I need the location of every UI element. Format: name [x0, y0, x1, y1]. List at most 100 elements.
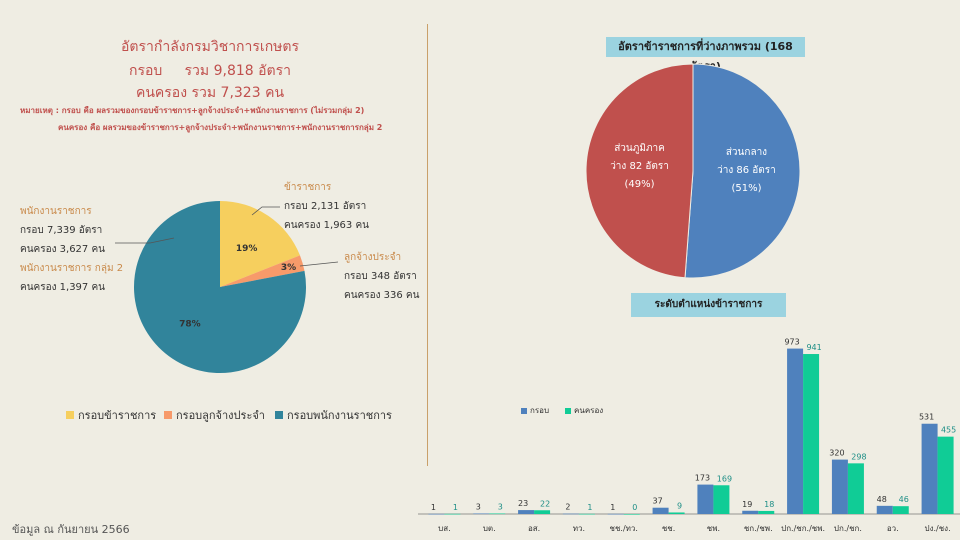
vacancy-label-central-1: ส่วนกลาง [726, 147, 767, 158]
callout-gov-staff: คนครอง 3,627 คน [20, 244, 105, 255]
callout-gov-frame: กรอบ 7,339 อัตรา [20, 225, 103, 236]
x-tick-label-11: ปง./ชง. [925, 524, 951, 533]
pie-label-civil: 19% [236, 244, 258, 254]
bar-frame-11 [921, 423, 938, 514]
vacancy-label-central-2: ว่าง 86 อัตรา [717, 165, 776, 176]
bar-value-staff-11: 455 [941, 426, 956, 435]
bar-value-frame-7: 19 [742, 500, 752, 509]
bar-value-frame-3: 2 [565, 503, 570, 512]
leader-perm [299, 261, 339, 267]
bar-staff-7 [758, 510, 775, 514]
bar-legend-frame: กรอบ [521, 404, 549, 417]
bar-staff-0 [444, 513, 461, 515]
legend-gov-swatch [275, 411, 283, 419]
bar-value-frame-10: 48 [877, 495, 887, 504]
bar-value-frame-2: 23 [518, 499, 528, 508]
staff-total: คนครอง รวม 7,323 คน [135, 85, 285, 101]
callout-perm-frame: กรอบ 348 อัตรา [344, 271, 417, 282]
bar-frame-2 [518, 510, 535, 514]
workforce-pie-chart: 19% 3% 78% [115, 201, 339, 373]
bar-value-staff-5: 9 [677, 501, 682, 510]
bar-value-staff-1: 3 [498, 502, 503, 511]
bar-value-staff-3: 1 [587, 503, 592, 512]
x-tick-label-5: ชช. [662, 524, 675, 533]
pie-slice-gov [134, 201, 306, 373]
legend-civil-swatch [66, 411, 74, 419]
bar-value-staff-10: 46 [899, 495, 909, 504]
x-tick-label-1: บต. [483, 524, 496, 533]
bar-frame-3 [562, 513, 579, 515]
bar-frame-4 [607, 513, 624, 515]
vacancy-slice-central [684, 63, 801, 279]
leader-gov [115, 237, 175, 244]
bar-value-frame-5: 37 [652, 497, 662, 506]
vacancy-label-regional-3: (49%) [625, 179, 655, 190]
bar-value-staff-2: 22 [540, 499, 550, 508]
level-bar-chart: 1 1 บส. 3 3 บต. 23 22 อส. 2 1 ทว. 1 0 ชช./ทว. 37 9 ชช. 173… [418, 338, 960, 533]
bar-value-frame-1: 3 [476, 502, 481, 511]
vacancy-label-regional-1: ส่วนภูมิภาค [614, 143, 665, 154]
x-tick-label-8: ปก./ชก./ชพ. [781, 524, 825, 533]
x-tick-label-0: บส. [438, 524, 451, 533]
bar-value-staff-6: 169 [717, 474, 732, 483]
callout-gov-head: พนักงานราชการ [20, 206, 92, 217]
bar-frame-1 [473, 513, 490, 515]
bar-value-staff-7: 18 [764, 500, 774, 509]
bar-frame-0 [428, 513, 445, 515]
callout-civil-head: ข้าราชการ [284, 182, 332, 193]
bar-frame-6 [697, 484, 714, 514]
bar-legend-staff-swatch [565, 407, 571, 414]
x-tick-label-9: ปก./ชก. [834, 524, 862, 533]
bar-frame-9 [831, 459, 848, 514]
bar-staff-1 [489, 513, 506, 515]
frame-total: กรอบ รวม 9,818 อัตรา [128, 63, 291, 79]
note-line-1: หมายเหตุ : กรอบ คือ ผลรวมของกรอบข้าราชกา… [20, 106, 365, 115]
callout-gov: พนักงานราชการ กรอบ 7,339 อัตรา คนครอง 3,… [20, 202, 123, 297]
legend-perm: กรอบลูกจ้างประจำ [164, 406, 265, 424]
x-tick-label-6: ชพ. [707, 524, 720, 533]
bar-value-staff-9: 298 [851, 452, 866, 461]
legend-civil-label: กรอบข้าราชการ [78, 409, 157, 422]
pie-label-perm: 3% [281, 263, 296, 273]
legend-gov: กรอบพนักงานราชการ [275, 406, 392, 424]
bar-legend-staff: คนครอง [565, 404, 603, 417]
bar-staff-6 [713, 485, 730, 514]
bar-value-frame-8: 973 [784, 338, 799, 347]
callout-perm-staff: คนครอง 336 คน [344, 290, 420, 301]
bar-frame-7 [742, 510, 759, 514]
bar-staff-3 [578, 513, 595, 515]
bar-legend-frame-swatch [521, 407, 527, 414]
legend-perm-swatch [164, 411, 172, 419]
vacancy-label-central-3: (51%) [731, 183, 761, 194]
callout-perm-head: ลูกจ้างประจำ [344, 252, 402, 263]
leader-civil [251, 206, 280, 216]
callout-gov2-staff: คนครอง 1,397 คน [20, 282, 105, 293]
bar-value-frame-6: 173 [695, 474, 710, 483]
bar-value-staff-0: 1 [453, 503, 458, 512]
pie-slice-perm [220, 255, 305, 287]
bar-value-frame-4: 1 [610, 503, 615, 512]
bar-staff-4 [623, 514, 640, 515]
bar-frame-8 [787, 348, 804, 514]
vertical-divider [427, 24, 428, 466]
page-title: อัตรากำลังกรมวิชาการเกษตร [120, 39, 300, 55]
x-tick-label-3: ทว. [573, 524, 585, 533]
data-date-footer: ข้อมูล ณ กันยายน 2566 [12, 523, 130, 536]
bar-value-frame-0: 1 [431, 503, 436, 512]
bar-value-frame-9: 320 [829, 449, 844, 458]
vacancy-slice-regional [585, 63, 694, 279]
note-line-2: คนครอง คือ ผลรวมของข้าราชการ+ลูกจ้างประจ… [58, 123, 383, 132]
bar-staff-9 [847, 463, 864, 514]
pie-label-gov: 78% [179, 319, 201, 329]
x-tick-label-2: อส. [528, 524, 540, 533]
callout-civil-frame: กรอบ 2,131 อัตรา [284, 201, 367, 212]
bar-value-staff-4: 0 [632, 503, 637, 512]
callout-civil: ข้าราชการ กรอบ 2,131 อัตรา คนครอง 1,963 … [284, 178, 369, 235]
callout-civil-staff: คนครอง 1,963 คน [284, 220, 369, 231]
bar-staff-10 [892, 506, 909, 514]
x-tick-label-4: ชช./ทว. [610, 524, 638, 533]
bar-legend-frame-label: กรอบ [530, 406, 550, 415]
x-tick-label-10: อว. [887, 524, 899, 533]
bar-value-frame-11: 531 [919, 413, 934, 422]
